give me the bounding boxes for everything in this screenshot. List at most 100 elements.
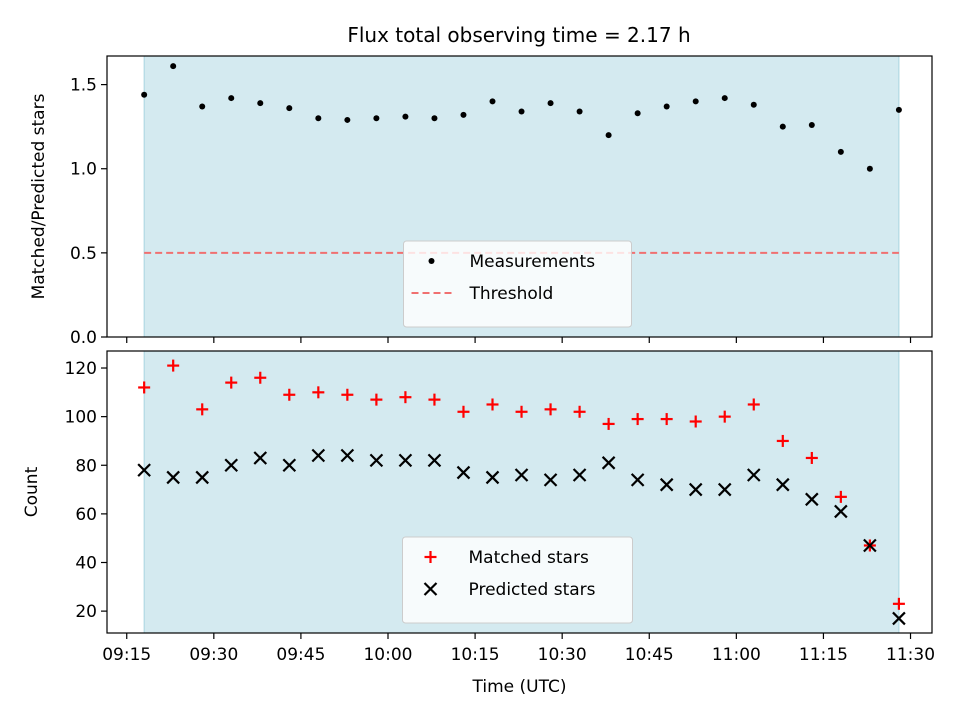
x-b bbox=[427, 453, 442, 468]
legend-label: Matched stars bbox=[469, 548, 589, 568]
matched-star-point bbox=[892, 597, 905, 610]
x-tick-label: 11:15 bbox=[799, 645, 848, 665]
legend: Matched stars Predicted stars bbox=[402, 536, 633, 624]
x-b bbox=[340, 448, 355, 463]
legend-box bbox=[402, 536, 633, 624]
matched-star-point bbox=[196, 403, 209, 416]
predicted-star-point bbox=[224, 458, 239, 473]
measurement-point bbox=[489, 98, 496, 105]
measurement-point bbox=[170, 63, 177, 70]
predicted-star-point bbox=[601, 456, 616, 470]
x-axis-label: Time (UTC) bbox=[472, 677, 567, 697]
measurement-point bbox=[315, 115, 322, 122]
matched-star-point bbox=[776, 434, 789, 447]
matched-star-point bbox=[660, 413, 673, 426]
ratio-panel: 0.0 0.5 1.0 1.5 Matched/Predicted stars Measu… bbox=[29, 55, 933, 348]
axes-frame bbox=[106, 350, 933, 634]
matched-star-point bbox=[544, 403, 557, 416]
matched-star-point bbox=[167, 359, 180, 372]
x-b bbox=[572, 468, 587, 482]
measurement-point bbox=[344, 116, 351, 123]
x-tick-label: 09:15 bbox=[102, 645, 151, 665]
x-tick-label: 10:30 bbox=[538, 645, 587, 665]
x-b bbox=[137, 463, 151, 477]
y-tick-label: 120 bbox=[65, 359, 97, 379]
predicted-star-point bbox=[514, 468, 529, 482]
predicted-star-point bbox=[340, 448, 355, 463]
x-b bbox=[253, 451, 268, 465]
measurement-point bbox=[460, 111, 467, 118]
y-tick-label: 80 bbox=[75, 456, 97, 476]
matched-star-point bbox=[486, 398, 499, 411]
x-b bbox=[659, 477, 674, 492]
x-b bbox=[282, 458, 297, 473]
legend-box bbox=[403, 240, 632, 328]
measurement-point bbox=[605, 132, 612, 139]
measurement-point bbox=[547, 100, 554, 107]
x-tick-label: 10:45 bbox=[625, 645, 674, 665]
matched-star-point bbox=[312, 386, 325, 399]
matched-star-point bbox=[428, 393, 441, 406]
measurement-point bbox=[895, 106, 902, 113]
measurement-point bbox=[721, 95, 728, 102]
legend-dot-marker bbox=[428, 258, 435, 264]
measurement-point bbox=[634, 110, 641, 117]
y-tick-label: 1.0 bbox=[70, 160, 97, 180]
x-b bbox=[514, 468, 529, 482]
y-tick-label: 0.0 bbox=[70, 328, 97, 348]
x-b bbox=[863, 538, 877, 553]
legend-label: Predicted stars bbox=[469, 580, 596, 600]
predicted-star-point bbox=[253, 451, 268, 465]
count-panel: 20 40 60 80 100 120 09:15 09:30 09:45 10:00 10:15 1… bbox=[22, 350, 935, 697]
measurement-point bbox=[286, 105, 293, 112]
x-tick-label: 10:15 bbox=[451, 645, 500, 665]
x-b bbox=[543, 473, 558, 487]
y-axis-label: Count bbox=[22, 466, 42, 517]
y-axis-label: Matched/Predicted stars bbox=[29, 93, 49, 299]
chart-title: Flux total observing time = 2.17 h bbox=[347, 23, 690, 47]
predicted-star-point bbox=[195, 470, 209, 485]
predicted-star-point bbox=[282, 458, 297, 473]
axes-frame bbox=[106, 55, 933, 338]
y-tick-label: 20 bbox=[75, 602, 97, 622]
predicted-star-point bbox=[834, 504, 848, 519]
y-tick-label: 1.5 bbox=[70, 76, 97, 96]
legend-x-b bbox=[423, 582, 438, 596]
matched-star-point bbox=[689, 415, 702, 428]
measurement-point bbox=[576, 108, 583, 115]
x-b bbox=[688, 482, 703, 497]
matched-star-point bbox=[631, 413, 644, 426]
matched-star-point bbox=[834, 490, 847, 503]
measurement-point bbox=[199, 103, 206, 110]
matched-star-point bbox=[805, 451, 818, 464]
predicted-star-point bbox=[166, 470, 180, 485]
measurement-point bbox=[228, 95, 235, 102]
legend-label: Measurements bbox=[470, 252, 596, 272]
x-b bbox=[311, 448, 326, 463]
predicted-star-point bbox=[659, 477, 674, 492]
measurement-point bbox=[808, 121, 815, 128]
y-tick-label: 60 bbox=[75, 505, 97, 525]
x-b bbox=[601, 456, 616, 470]
x-b bbox=[892, 611, 906, 626]
y-tick-label: 40 bbox=[75, 554, 97, 574]
matched-star-point bbox=[718, 410, 731, 423]
matched-star-point bbox=[602, 417, 615, 430]
measurement-point bbox=[750, 101, 757, 108]
matched-star-point bbox=[138, 381, 151, 394]
matched-star-point bbox=[457, 405, 470, 418]
y-tick-label: 0.5 bbox=[70, 244, 97, 264]
predicted-star-point bbox=[717, 482, 732, 497]
matched-star-point bbox=[515, 405, 528, 418]
measurement-point bbox=[257, 100, 264, 107]
predicted-star-point bbox=[630, 473, 645, 487]
x-b bbox=[776, 477, 790, 492]
measurement-point bbox=[518, 108, 525, 115]
predicted-star-point bbox=[572, 468, 587, 482]
measurement-point bbox=[692, 98, 699, 105]
predicted-star-point bbox=[688, 482, 703, 497]
matched-star-point bbox=[283, 388, 296, 401]
measurement-point bbox=[373, 115, 380, 122]
matched-star-point bbox=[573, 405, 586, 418]
